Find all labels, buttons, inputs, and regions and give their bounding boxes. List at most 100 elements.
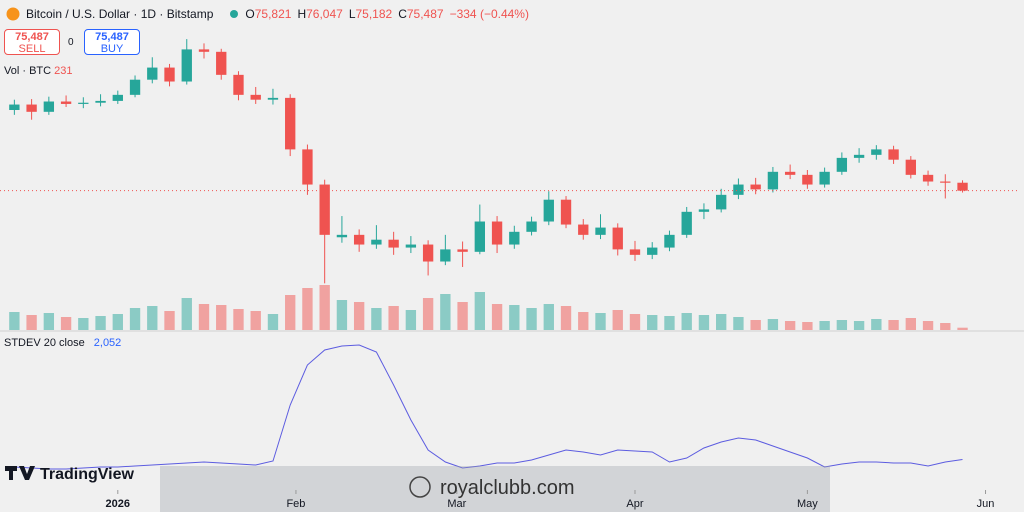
volume-bar: [43, 313, 55, 330]
volume-bar: [750, 320, 761, 330]
volume-bar: [595, 313, 606, 330]
volume-bar: [216, 305, 227, 330]
volume-bar: [733, 317, 744, 330]
candle-body: [733, 184, 744, 195]
quote-open: O 75,821: [245, 7, 291, 21]
candle-body: [353, 234, 365, 245]
volume-bar: [181, 298, 192, 330]
branding-logo: TradingView: [5, 466, 135, 483]
price-layer: [0, 39, 1020, 284]
candle-body: [78, 102, 89, 104]
value: 75,821: [254, 7, 292, 21]
volume-bar: [802, 322, 813, 330]
volume-bar: [250, 311, 261, 330]
sell-label: SELL: [18, 43, 46, 55]
candle-body: [905, 159, 916, 175]
volume-bar: [698, 315, 710, 330]
candle-body: [957, 182, 968, 191]
x-tick-label: Jun: [977, 498, 995, 510]
candle-body: [802, 174, 813, 185]
candle-body: [388, 239, 399, 248]
volume-bar: [302, 288, 313, 330]
volume-last: 231: [54, 65, 73, 77]
watermark-band: [160, 466, 830, 512]
candle-body: [698, 209, 710, 212]
stdev-line: [14, 344, 963, 470]
candle-body: [60, 101, 72, 104]
label: C: [398, 7, 407, 21]
candle-body: [543, 199, 554, 222]
label: L: [348, 7, 356, 21]
label: O: [245, 7, 255, 21]
volume-bar: [647, 315, 658, 330]
quote-high: H 76,047: [297, 7, 342, 21]
candle-body: [302, 149, 313, 185]
candle-body: [629, 249, 641, 255]
volume-bar: [491, 304, 503, 330]
volume-bar: [836, 320, 848, 330]
volume-bar: [336, 300, 348, 330]
volume-bar: [9, 312, 20, 330]
volume-bar: [526, 308, 537, 330]
symbol-title: Bitcoin / U.S. Dollar · 1D · Bitstamp: [26, 7, 214, 21]
x-tick-label: May: [797, 498, 818, 510]
candle-body: [784, 171, 796, 175]
watermark: royalclubb.com: [440, 477, 575, 499]
candle-body: [716, 194, 727, 210]
volume-bar: [819, 321, 830, 330]
volume-name: Vol · BTC: [4, 65, 52, 77]
candle-body: [250, 94, 261, 100]
volume-bar: [267, 314, 279, 330]
candle-body: [509, 231, 520, 245]
stdev-name: STDEV 20 close: [4, 337, 85, 349]
volume-bar: [353, 302, 365, 330]
candle-body: [888, 149, 899, 160]
candle-body: [922, 174, 934, 182]
stdev-layer: [14, 344, 963, 470]
candle-body: [147, 67, 158, 80]
candle-body: [853, 154, 865, 158]
candle-body: [457, 249, 468, 252]
volume-bar: [871, 319, 882, 330]
volume-bar: [422, 298, 434, 330]
candle-body: [871, 149, 882, 155]
volume-bar: [767, 319, 779, 330]
volume-bar: [440, 294, 451, 330]
sell-price: 75,487: [15, 31, 49, 43]
volume-bar: [285, 295, 296, 330]
volume-bar: [405, 310, 417, 330]
volume-bar: [681, 313, 692, 330]
candle-body: [422, 244, 434, 262]
candle-body: [405, 244, 417, 248]
quote-close: C 75,487: [398, 7, 443, 21]
value: 76,047: [306, 7, 343, 21]
candle-body: [681, 211, 692, 235]
volume-bar: [957, 327, 968, 330]
volume-bar: [129, 308, 141, 330]
volume-bar: [26, 315, 37, 330]
candle-body: [526, 221, 537, 232]
volume-bar: [371, 308, 382, 330]
buy-button[interactable]: 75,487 BUY: [84, 29, 140, 55]
volume-bar: [112, 314, 123, 330]
value: 75,487: [406, 7, 444, 21]
candle-body: [95, 100, 106, 103]
candle-body: [285, 97, 296, 150]
sell-button[interactable]: 75,487 SELL: [4, 29, 60, 55]
volume-bar: [474, 292, 486, 330]
volume-bar: [560, 306, 572, 330]
candle-body: [647, 247, 658, 255]
stdev-legend: STDEV 20 close 2,052: [4, 337, 121, 349]
candle-body: [267, 97, 279, 100]
btc-icon: [6, 7, 20, 21]
candle-body: [164, 67, 175, 82]
volume-bar: [905, 318, 916, 330]
candle-body: [371, 239, 382, 245]
volume-bar: [164, 311, 175, 330]
volume-bar: [60, 317, 72, 330]
volume-bar: [922, 321, 934, 330]
volume-bar: [784, 321, 796, 330]
candle-body: [664, 234, 675, 248]
candle-body: [578, 224, 589, 235]
candle-body: [216, 51, 227, 75]
